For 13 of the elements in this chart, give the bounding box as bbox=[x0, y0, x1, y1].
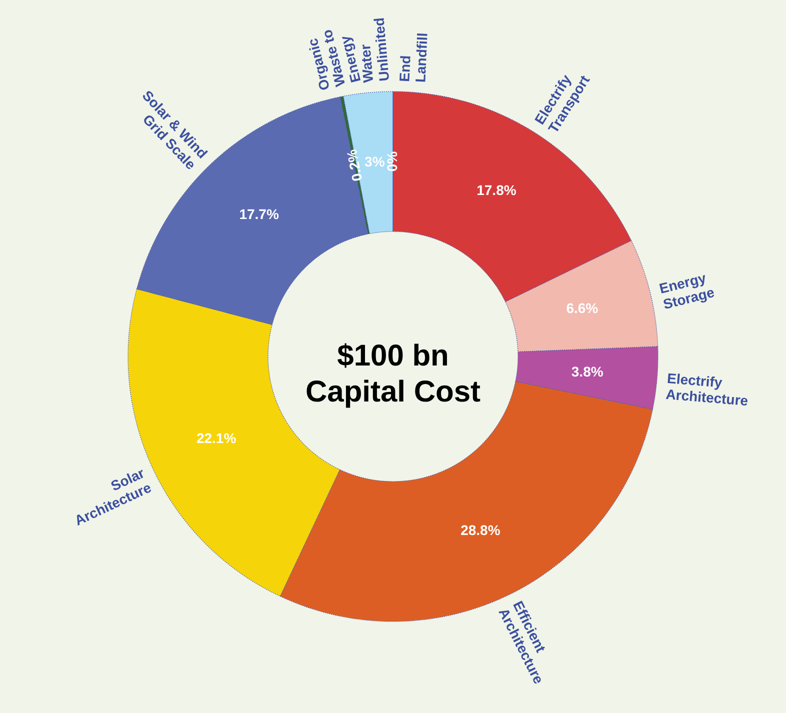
data-label: 3% bbox=[364, 153, 386, 170]
data-label: 17.7% bbox=[239, 206, 280, 222]
slice-label: Energy Storage bbox=[658, 269, 716, 312]
data-label: 0.2% bbox=[343, 148, 366, 183]
data-label: 3.8% bbox=[571, 363, 604, 380]
category-label: End Landfill bbox=[396, 32, 430, 83]
data-label: 28.8% bbox=[460, 522, 501, 538]
text: 0% bbox=[384, 151, 400, 172]
data-label: 17.8% bbox=[476, 182, 517, 198]
data-label: 6.6% bbox=[566, 300, 599, 316]
text: $100 bn Capital Cost bbox=[305, 340, 481, 408]
slice-label: Electrify Architecture bbox=[665, 370, 749, 409]
data-label: 22.1% bbox=[196, 430, 237, 446]
